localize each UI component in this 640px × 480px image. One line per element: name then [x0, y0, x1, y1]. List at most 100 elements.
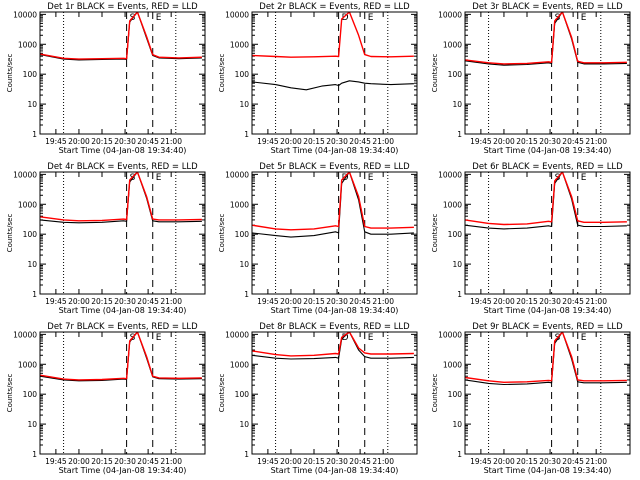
y-tick-label: 1000: [18, 40, 37, 49]
series-group: [252, 12, 414, 91]
panel: Det 7r BLACK = Events, RED = LLD Counts/s…: [6, 322, 206, 475]
y-tick-label: 1: [457, 290, 462, 299]
x-tick-label: 19:45: [257, 457, 279, 466]
y-tick-label: 10: [452, 420, 462, 429]
plot-frame: [464, 171, 631, 295]
x-axis-label: Start Time (04-Jan-08 19:34:40): [59, 146, 187, 155]
y-tick-label: 1000: [18, 200, 37, 209]
x-axis-label: Start Time (04-Jan-08 19:34:40): [484, 466, 612, 475]
series-line-lld: [252, 12, 414, 58]
series-line-lld: [465, 332, 627, 383]
marker-lines: [63, 12, 177, 134]
y-tick-label: 100: [448, 230, 463, 239]
y-tick-label: 10000: [13, 170, 37, 179]
y-tick-label: 10: [239, 100, 249, 109]
series-line-lld: [40, 172, 202, 222]
y-axis-label: Counts/sec: [431, 374, 439, 413]
y-axis-label: Counts/sec: [6, 54, 14, 93]
panel-title: Det 4r BLACK = Events, RED = LLD: [47, 162, 198, 172]
x-tick-label: 20:45: [562, 137, 584, 146]
series-group: [465, 12, 627, 66]
y-axis-label: Counts/sec: [431, 214, 439, 253]
panel: Det 1r BLACK = Events, RED = LLD Counts/s…: [6, 2, 206, 155]
series-line-lld: [252, 172, 414, 231]
marker-lines: [488, 12, 602, 134]
panel: Det 3r BLACK = Events, RED = LLD Counts/s…: [431, 2, 631, 155]
x-tick-label: 20:30: [114, 457, 136, 466]
y-tick-label: 10000: [225, 330, 249, 339]
y-axis-label: Counts/sec: [6, 374, 14, 413]
x-tick-label: 20:30: [539, 137, 561, 146]
y-tick-label: 1000: [443, 200, 462, 209]
x-tick-label: 19:45: [45, 457, 67, 466]
y-tick-label: 1: [244, 450, 249, 459]
x-tick-label: 20:45: [349, 137, 371, 146]
y-tick-label: 1: [244, 130, 249, 139]
panel-title: Det 6r BLACK = Events, RED = LLD: [472, 162, 623, 172]
series-group: [40, 172, 202, 224]
y-tick-label: 100: [23, 390, 38, 399]
series-group: [465, 172, 627, 230]
y-axis-label: Counts/sec: [431, 54, 439, 93]
y-tick-label: 100: [23, 230, 38, 239]
x-tick-label: 21:00: [585, 297, 607, 306]
series-line-lld: [40, 332, 202, 381]
marker-label: D: [342, 333, 349, 343]
y-tick-label: 10: [452, 260, 462, 269]
y-tick-label: 100: [235, 230, 250, 239]
marker-lines: [275, 12, 389, 134]
panel-title: Det 8r BLACK = Events, RED = LLD: [259, 322, 410, 332]
panel-title: Det 3r BLACK = Events, RED = LLD: [472, 2, 623, 12]
y-tick-label: 10000: [225, 10, 249, 19]
x-tick-label: 20:15: [516, 457, 538, 466]
series-group: [252, 332, 414, 360]
series-group: [40, 12, 202, 61]
marker-lines: [63, 172, 177, 294]
x-tick-label: 19:45: [257, 297, 279, 306]
x-tick-label: 21:00: [585, 137, 607, 146]
x-tick-label: 20:15: [91, 457, 113, 466]
marker-label: E: [156, 173, 162, 183]
x-tick-label: 21:00: [585, 457, 607, 466]
x-tick-label: 19:45: [470, 297, 492, 306]
marker-lines: [275, 332, 389, 454]
y-tick-label: 1000: [443, 40, 462, 49]
y-tick-label: 10: [27, 420, 37, 429]
marker-lines: [488, 172, 602, 294]
y-tick-label: 10: [239, 420, 249, 429]
plot-frame: [251, 11, 418, 135]
marker-lines: [488, 332, 602, 454]
panel: Det 8r BLACK = Events, RED = LLD Counts/s…: [218, 322, 418, 475]
plot-frame: [39, 11, 206, 135]
x-tick-label: 20:30: [326, 297, 348, 306]
x-tick-label: 20:00: [280, 297, 302, 306]
x-tick-label: 21:00: [372, 297, 394, 306]
y-tick-label: 1000: [18, 360, 37, 369]
x-tick-label: 20:45: [562, 457, 584, 466]
series-line-lld: [465, 12, 627, 65]
x-tick-label: 21:00: [372, 457, 394, 466]
x-axis-label: Start Time (04-Jan-08 19:34:40): [484, 146, 612, 155]
x-tick-label: 20:45: [562, 297, 584, 306]
y-axis-label: Counts/sec: [6, 214, 14, 253]
x-tick-label: 19:45: [257, 137, 279, 146]
y-tick-label: 100: [23, 70, 38, 79]
y-tick-label: 10: [27, 260, 37, 269]
x-tick-label: 20:45: [137, 457, 159, 466]
x-tick-label: 20:30: [114, 297, 136, 306]
y-tick-label: 10: [452, 100, 462, 109]
series-group: [465, 332, 627, 386]
panel: Det 2r BLACK = Events, RED = LLD Counts/s…: [218, 2, 418, 155]
series-line-lld: [40, 12, 202, 60]
y-tick-label: 100: [448, 390, 463, 399]
panel: Det 4r BLACK = Events, RED = LLD Counts/s…: [6, 162, 206, 315]
series-line-events: [465, 332, 627, 386]
plot-frame: [39, 171, 206, 295]
y-tick-label: 10000: [438, 10, 462, 19]
x-tick-label: 20:15: [303, 297, 325, 306]
y-tick-label: 100: [448, 70, 463, 79]
plot-frame: [464, 331, 631, 455]
x-tick-label: 20:30: [326, 137, 348, 146]
series-line-events: [40, 12, 202, 61]
